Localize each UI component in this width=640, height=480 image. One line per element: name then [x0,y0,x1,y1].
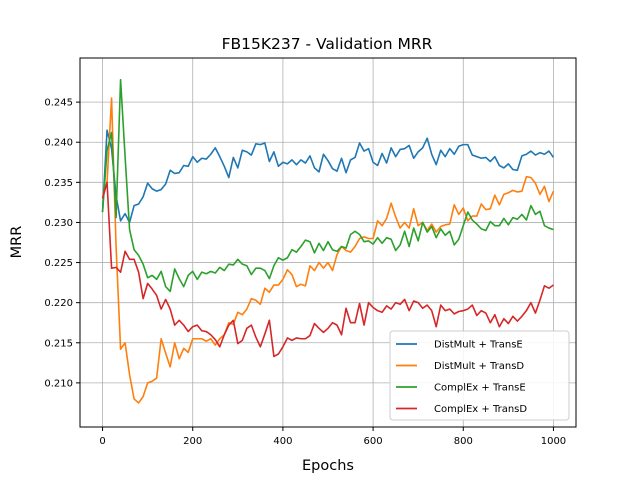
series-line-4 [101,181,554,358]
y-tick-label: 0.225 [44,258,73,269]
y-axis-ticks: 0.210 0.215 0.220 0.225 0.230 0.235 0.240 0.245 [44,98,80,389]
y-tick-label: 0.245 [44,98,73,109]
legend-label: DistMult + TransE [434,340,523,351]
legend-label: ComplEx + TransE [434,383,526,394]
legend: DistMult + TransE DistMult + TransD ComplE… [389,330,570,421]
y-tick-label: 0.220 [44,298,73,309]
x-tick-label: 0 [99,436,105,447]
y-axis-label: MRR [9,226,25,259]
series-line-3 [101,78,554,293]
legend-label: ComplEx + TransD [434,404,527,415]
x-tick-label: 200 [183,436,202,447]
legend-label: DistMult + TransD [434,361,524,372]
y-tick-label: 0.235 [44,178,73,189]
series-line-2 [101,97,555,404]
series-line-1 [101,129,555,224]
x-tick-label: 400 [273,436,292,447]
plot-frame [79,57,577,428]
x-axis-label: Epochs [302,458,354,474]
y-tick-label: 0.215 [44,338,73,349]
x-tick-label: 600 [364,436,383,447]
x-axis-ticks: 0 200 400 600 800 1000 [99,427,566,447]
y-tick-label: 0.210 [44,378,73,389]
chart-title: FB15K237 - Validation MRR [222,35,433,53]
y-tick-label: 0.230 [44,218,73,229]
x-tick-label: 800 [454,436,473,447]
legend-box [389,330,570,421]
y-tick-label: 0.240 [44,138,73,149]
plot-lines [101,78,555,404]
x-tick-label: 1000 [541,436,566,447]
